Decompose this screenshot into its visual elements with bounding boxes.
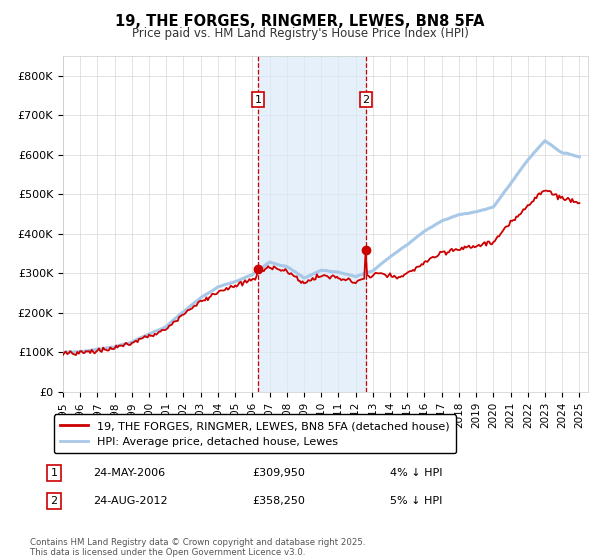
Text: £309,950: £309,950 <box>252 468 305 478</box>
Text: 2: 2 <box>50 496 58 506</box>
Text: Contains HM Land Registry data © Crown copyright and database right 2025.
This d: Contains HM Land Registry data © Crown c… <box>30 538 365 557</box>
Text: 5% ↓ HPI: 5% ↓ HPI <box>390 496 442 506</box>
Bar <box>258 56 365 392</box>
Legend: 19, THE FORGES, RINGMER, LEWES, BN8 5FA (detached house), HPI: Average price, de: 19, THE FORGES, RINGMER, LEWES, BN8 5FA … <box>53 414 456 453</box>
Text: 19, THE FORGES, RINGMER, LEWES, BN8 5FA: 19, THE FORGES, RINGMER, LEWES, BN8 5FA <box>115 14 485 29</box>
Text: 2: 2 <box>362 95 369 105</box>
Text: 1: 1 <box>254 95 262 105</box>
Text: 24-AUG-2012: 24-AUG-2012 <box>93 496 167 506</box>
Text: 4% ↓ HPI: 4% ↓ HPI <box>390 468 443 478</box>
Text: £358,250: £358,250 <box>252 496 305 506</box>
Text: 24-MAY-2006: 24-MAY-2006 <box>93 468 165 478</box>
Text: 1: 1 <box>50 468 58 478</box>
Text: Price paid vs. HM Land Registry's House Price Index (HPI): Price paid vs. HM Land Registry's House … <box>131 27 469 40</box>
